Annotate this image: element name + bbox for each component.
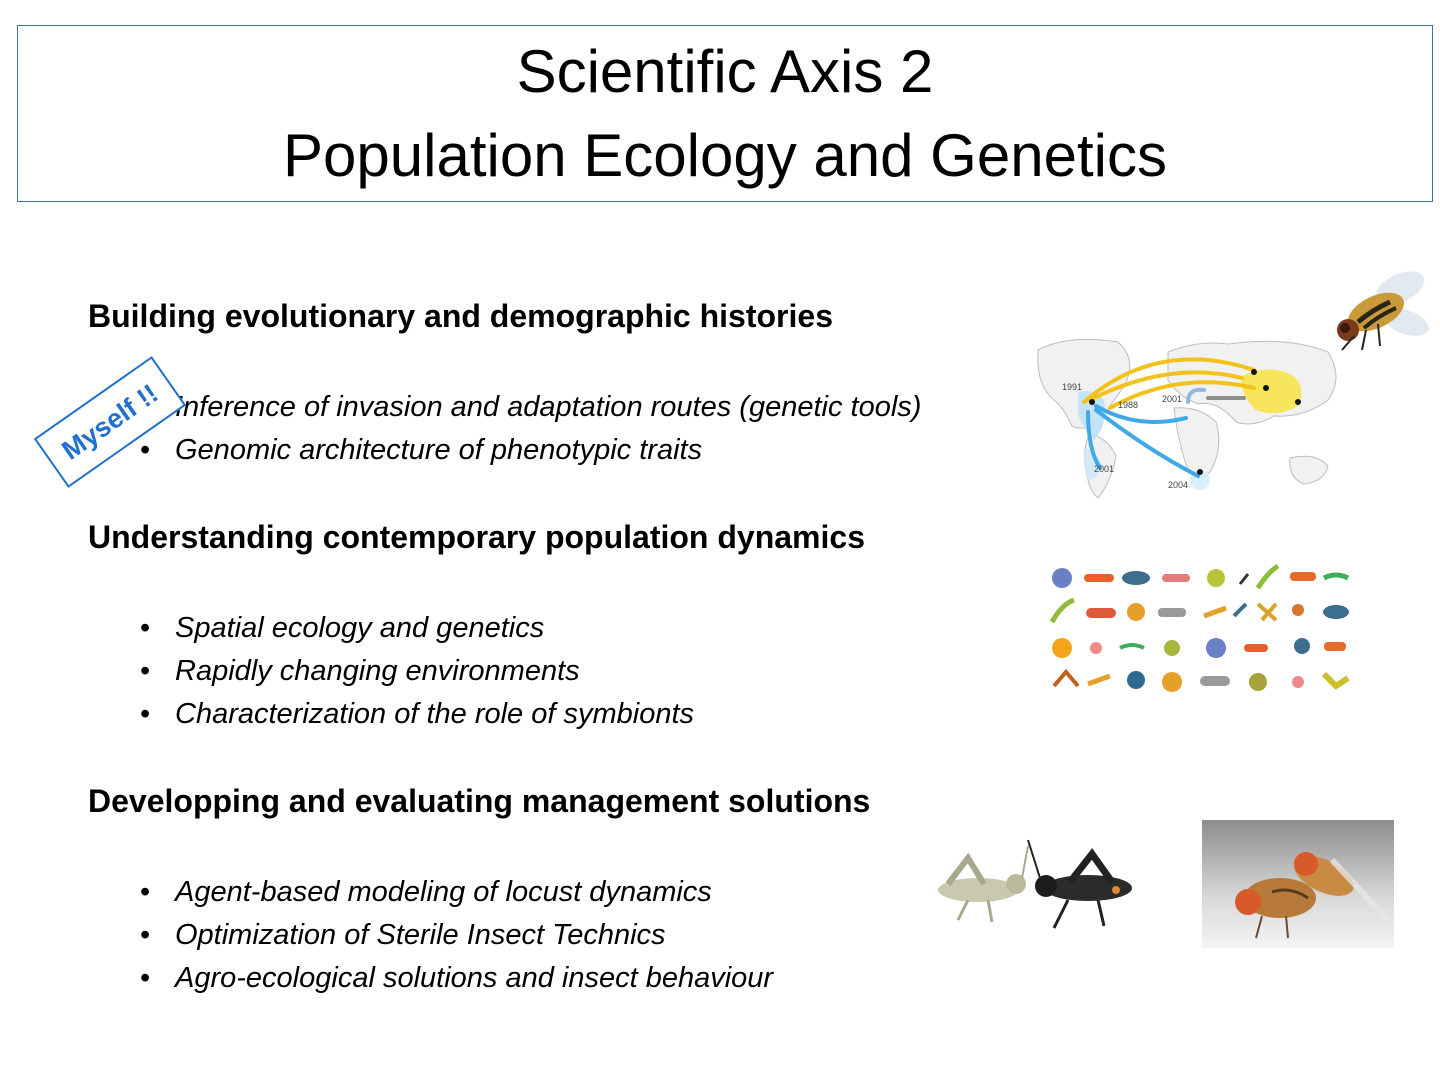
section-heading-dynamics: Understanding contemporary population dy… [88,519,865,555]
list-item: Spatial ecology and genetics [140,607,694,650]
fly-image [1337,271,1429,351]
map-year-label: 2001 [1094,464,1114,474]
section-heading-histories: Building evolutionary and demographic hi… [88,298,833,334]
list-item: Agro-ecological solutions and insect beh… [140,957,773,1000]
title-line-1: Scientific Axis 2 [516,37,934,105]
list-item: Characterization of the role of symbiont… [140,693,694,736]
title-line-2: Population Ecology and Genetics [283,121,1167,189]
list-item: Genomic architecture of phenotypic trait… [140,429,921,472]
map-year-label: 2001 [1162,394,1182,404]
bullet-list-management: Agent-based modeling of locust dynamics … [140,871,773,1000]
locusts-image [938,839,1132,929]
bullet-list-histories: Inference of invasion and adaptation rou… [140,386,921,472]
microbes-grid-image [1049,563,1350,692]
list-item: Optimization of Sterile Insect Technics [140,914,773,957]
map-year-label: 2004 [1168,480,1188,490]
map-year-label: 1991 [1062,382,1082,392]
list-item: Inference of invasion and adaptation rou… [140,386,921,429]
bullet-list-dynamics: Spatial ecology and genetics Rapidly cha… [140,607,694,736]
section-heading-management: Developping and evaluating management so… [88,783,871,819]
fruit-flies-image [1202,820,1394,948]
title-box: Scientific Axis 2 Population Ecology and… [17,25,1433,202]
list-item: Rapidly changing environments [140,650,694,693]
invasion-route-map: 1991 1988 2001 2001 2004 [1037,338,1337,499]
list-item: Agent-based modeling of locust dynamics [140,871,773,914]
map-year-label: 1988 [1118,400,1138,410]
